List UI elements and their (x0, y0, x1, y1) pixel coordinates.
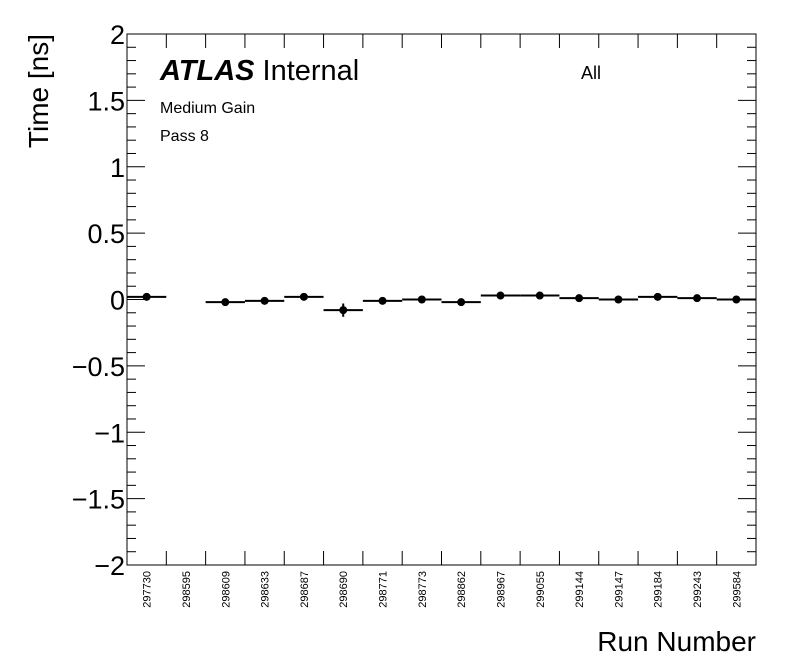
y-axis-title: Time [ns] (23, 34, 54, 148)
data-point (127, 292, 167, 301)
data-point (559, 294, 599, 303)
data-point (441, 298, 481, 307)
point-marker (693, 294, 702, 303)
point-marker (221, 298, 230, 307)
y-tick-label: −1.5 (72, 485, 125, 515)
data-point (638, 292, 678, 301)
x-tick-label: 298609 (220, 571, 232, 608)
point-marker (614, 295, 623, 304)
point-marker (339, 306, 348, 315)
x-tick-label: 298862 (456, 571, 468, 608)
x-tick-label: 298687 (299, 571, 311, 608)
y-tick-label: 0.5 (87, 219, 125, 249)
y-tick-label: 2 (110, 20, 125, 50)
data-point (362, 296, 403, 305)
data-point (284, 292, 324, 301)
y-axis-ticks (127, 33, 756, 566)
y-axis-tick-labels: 2 1.5 1 0.5 0 −0.5 −1 −1.5 −2 (72, 20, 125, 581)
data-point (323, 303, 363, 317)
x-axis-title: Run Number (597, 626, 756, 657)
x-axis-ticks (165, 34, 718, 565)
y-tick-label: −1 (94, 418, 125, 448)
y-tick-label: 1 (110, 153, 125, 183)
x-tick-label: 299184 (653, 571, 665, 608)
x-tick-label: 299243 (692, 571, 704, 608)
x-tick-label: 298967 (495, 571, 507, 608)
atlas-label-bold: ATLAS (159, 55, 255, 87)
data-point (677, 294, 717, 303)
data-point (402, 295, 442, 304)
point-marker (496, 291, 505, 300)
point-marker (535, 291, 544, 300)
selection-label: All (581, 63, 601, 83)
x-axis-tick-labels: 297730 298595 298609 298633 298687 298690 2987… (142, 571, 744, 608)
x-tick-label: 299147 (613, 571, 625, 608)
x-tick-label: 299584 (731, 571, 743, 608)
point-marker (575, 294, 584, 303)
point-marker (378, 296, 387, 305)
y-tick-label: −2 (94, 551, 125, 581)
point-marker (653, 292, 662, 301)
x-tick-label: 299055 (535, 571, 547, 608)
gain-label: Medium Gain (160, 100, 255, 117)
atlas-label: ATLAS Internal (159, 55, 359, 87)
data-point (480, 291, 521, 300)
pass-label: Pass 8 (160, 128, 209, 145)
x-tick-label: 298773 (417, 571, 429, 608)
x-tick-label: 298690 (338, 571, 350, 608)
x-tick-label: 298633 (260, 571, 272, 608)
x-tick-label: 298595 (181, 571, 193, 608)
data-points (127, 291, 756, 317)
point-marker (457, 298, 466, 307)
x-tick-label: 298771 (378, 571, 390, 608)
y-tick-label: −0.5 (72, 352, 125, 382)
point-marker (260, 296, 269, 305)
y-tick-label: 1.5 (87, 86, 125, 116)
data-point (244, 296, 285, 305)
atlas-label-internal: Internal (263, 55, 360, 87)
data-point (205, 298, 245, 307)
data-point (716, 295, 756, 304)
data-point (598, 295, 639, 304)
point-marker (732, 295, 741, 304)
point-marker (299, 292, 308, 301)
y-tick-label: 0 (110, 286, 125, 316)
x-tick-label: 299144 (574, 571, 586, 608)
point-marker (142, 292, 151, 301)
data-point (520, 291, 560, 300)
point-marker (417, 295, 426, 304)
x-tick-label: 297730 (142, 571, 154, 608)
